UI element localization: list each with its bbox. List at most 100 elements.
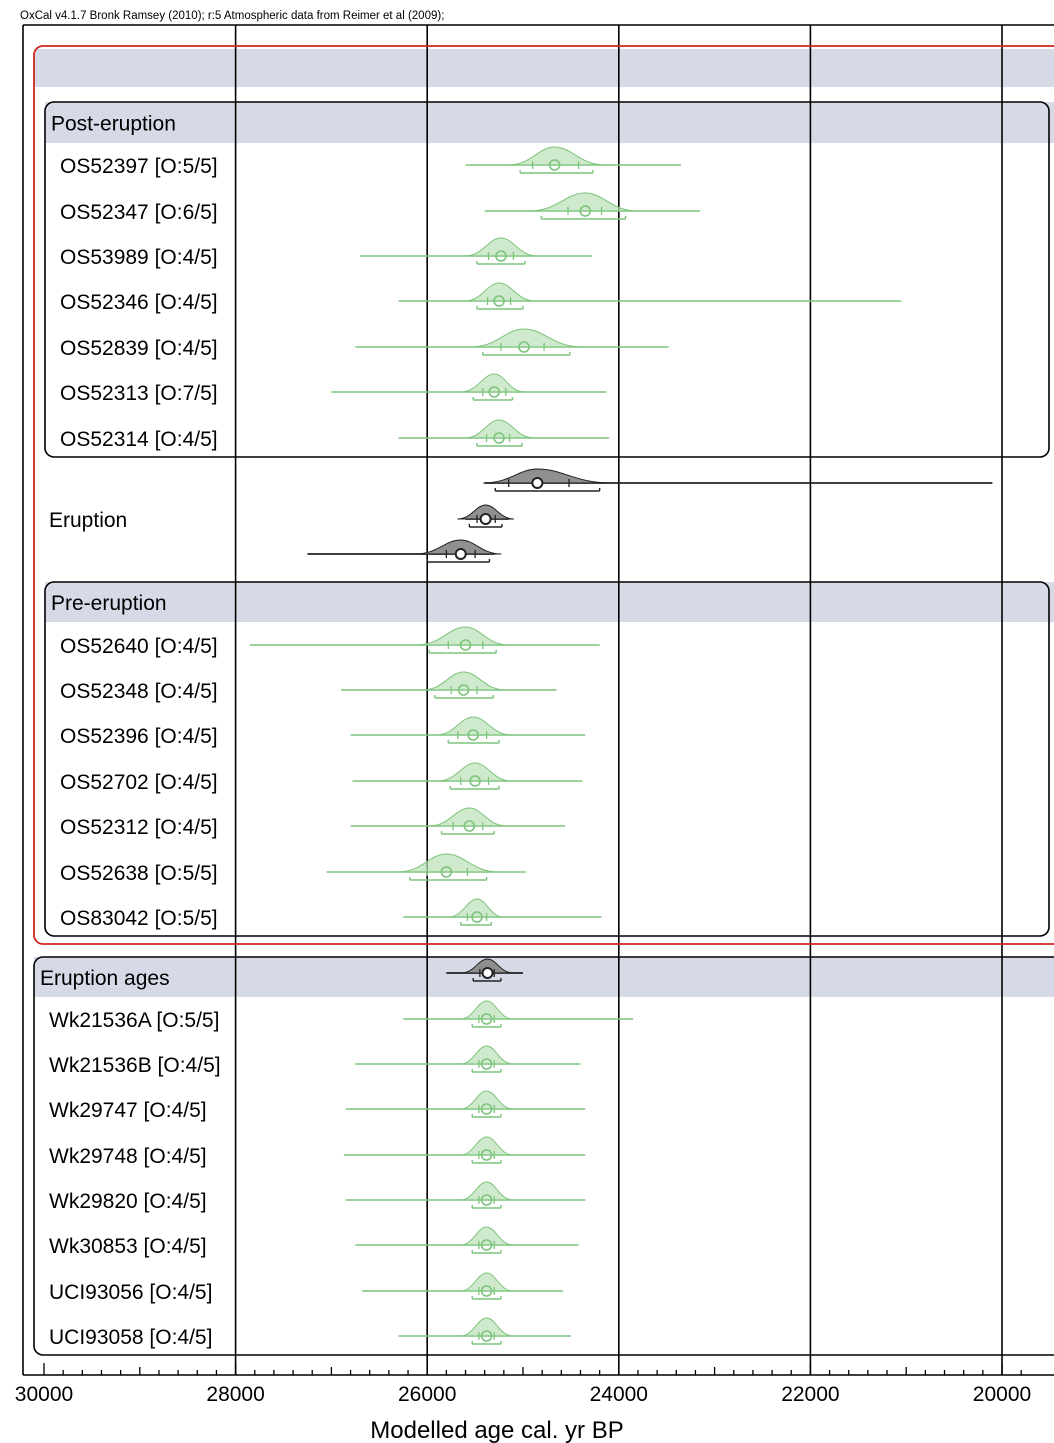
row-label: OS83042 [O:5/5] — [60, 907, 218, 930]
group-box — [33, 956, 1054, 1356]
row-label: OS52314 [O:4/5] — [60, 428, 218, 451]
sample-distribution — [345, 1090, 586, 1118]
row-label: Wk30853 [O:4/5] — [49, 1235, 207, 1258]
row-label: OS52347 [O:6/5] — [60, 201, 218, 224]
row-label: OS52313 [O:7/5] — [60, 382, 218, 405]
group-band — [45, 582, 1054, 622]
median-marker — [493, 432, 505, 444]
sample-distribution — [398, 282, 902, 310]
median-marker — [495, 250, 507, 262]
outer-red-box — [33, 45, 1054, 945]
group-box — [44, 581, 1050, 937]
median-marker — [467, 729, 479, 741]
row-label: Wk29820 [O:4/5] — [49, 1190, 207, 1213]
x-tick-label: 26000 — [398, 1383, 456, 1406]
median-marker — [480, 1285, 493, 1297]
median-marker — [479, 513, 492, 525]
sample-distribution — [362, 1272, 564, 1300]
row-label: Wk29747 [O:4/5] — [49, 1099, 207, 1122]
x-tick-label: 20000 — [973, 1383, 1031, 1406]
sample-distribution — [465, 146, 682, 174]
row-label: UCI93058 [O:4/5] — [49, 1326, 212, 1349]
row-label: OS52348 [O:4/5] — [60, 680, 218, 703]
header-text: OxCal v4.1.7 Bronk Ramsey (2010); r:5 At… — [20, 10, 444, 22]
row-label: OS52702 [O:4/5] — [60, 771, 218, 794]
sample-distribution — [352, 762, 583, 790]
median-marker — [454, 548, 467, 560]
median-marker — [480, 1013, 493, 1025]
sample-distribution — [398, 419, 610, 447]
median-marker — [493, 295, 505, 307]
group-band — [45, 102, 1054, 143]
sample-distribution — [331, 373, 607, 401]
top-band — [34, 49, 1054, 87]
sample-distribution — [350, 807, 566, 835]
phase-distribution — [307, 539, 502, 563]
median-marker — [481, 967, 494, 979]
phase-distribution — [457, 504, 514, 528]
x-tick-label: 28000 — [206, 1383, 264, 1406]
median-marker — [457, 684, 470, 696]
distribution-marks — [249, 146, 993, 1345]
median-marker — [459, 639, 472, 651]
x-axis: 30000 28000 26000 24000 22000 20000 — [15, 1363, 1031, 1406]
x-axis-label: Modelled age cal. yr BP — [370, 1417, 623, 1443]
row-label: Wk29748 [O:4/5] — [49, 1145, 207, 1168]
sample-distribution — [350, 716, 586, 744]
median-marker — [531, 477, 544, 489]
median-marker — [518, 341, 530, 353]
median-marker — [469, 775, 481, 787]
median-marker — [480, 1239, 493, 1251]
sample-distribution — [355, 1226, 579, 1254]
row-label: OS52640 [O:4/5] — [60, 635, 218, 658]
sample-distribution — [343, 1136, 586, 1164]
group-title: Post-eruption — [51, 113, 176, 136]
row-label: OS52312 [O:4/5] — [60, 816, 218, 839]
row-label: Wk21536B [O:4/5] — [49, 1054, 221, 1077]
median-marker — [440, 866, 453, 878]
group-box — [44, 101, 1050, 458]
group-title: Eruption ages — [40, 967, 170, 990]
row-label: OS52396 [O:4/5] — [60, 725, 218, 748]
row-label: OS53989 [O:4/5] — [60, 246, 218, 269]
sample-distribution — [403, 898, 602, 926]
phase-distribution — [483, 468, 993, 492]
phase-distribution — [446, 958, 523, 982]
median-marker — [480, 1103, 493, 1115]
row-label: UCI93056 [O:4/5] — [49, 1281, 212, 1304]
median-marker — [480, 1194, 493, 1206]
sample-distribution — [355, 1045, 581, 1073]
row-labels: Post-eruption OS52397 [O:5/5] OS52347 [O:6… — [40, 113, 221, 1350]
sample-distribution — [360, 237, 592, 265]
group-bands — [34, 49, 1054, 997]
row-label: OS52638 [O:5/5] — [60, 862, 218, 885]
sample-distribution — [345, 1181, 586, 1209]
sample-distribution — [398, 1317, 571, 1345]
median-marker — [548, 159, 561, 171]
median-marker — [463, 820, 476, 832]
sample-distribution — [484, 192, 701, 220]
median-marker — [480, 1058, 493, 1070]
group-band — [34, 957, 1054, 997]
median-marker — [480, 1330, 493, 1342]
x-tick-label: 24000 — [590, 1383, 648, 1406]
median-marker — [471, 911, 483, 923]
x-tick-label: 22000 — [781, 1383, 839, 1406]
x-tick-label: 30000 — [15, 1383, 73, 1406]
median-marker — [488, 386, 501, 398]
sample-distribution — [355, 328, 669, 356]
row-label: OS52346 [O:4/5] — [60, 291, 218, 314]
sample-distribution — [403, 1000, 634, 1028]
row-label: OS52839 [O:4/5] — [60, 337, 218, 360]
sample-distribution — [340, 671, 557, 699]
sample-distribution — [326, 853, 526, 881]
row-label: Wk21536A [O:5/5] — [49, 1009, 219, 1032]
sample-distribution — [249, 626, 600, 654]
median-marker — [579, 205, 592, 217]
group-title: Pre-eruption — [51, 592, 167, 615]
row-label: OS52397 [O:5/5] — [60, 155, 218, 178]
median-marker — [480, 1149, 493, 1161]
grid-lines — [234, 25, 1003, 1375]
group-boxes — [22, 24, 1054, 1376]
